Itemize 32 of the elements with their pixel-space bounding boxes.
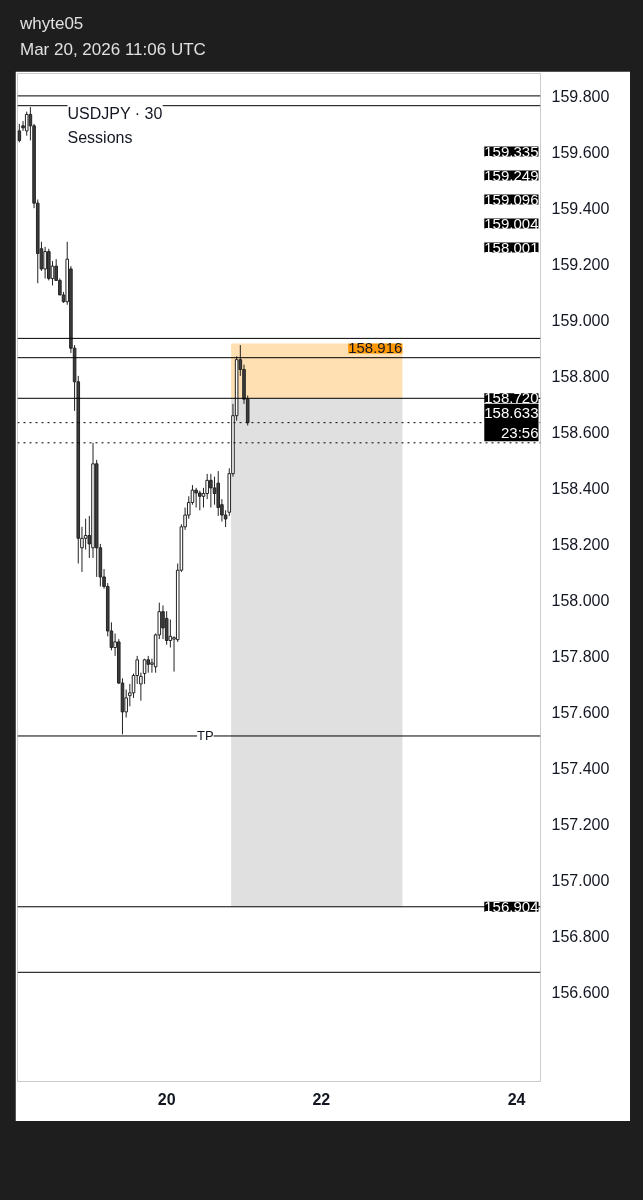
y-tick-label: 158.600: [551, 423, 610, 441]
annotation: Sessions: [67, 128, 133, 146]
x-tick-label: 22: [312, 1090, 331, 1108]
y-tick-label: 158.800: [551, 367, 610, 385]
y-tick-label: 157.600: [551, 703, 610, 721]
y-tick-label: 159.600: [551, 143, 610, 161]
annotation: USDJPY · 30: [67, 104, 163, 122]
y-tick-label: 157.400: [551, 759, 610, 777]
y-tick-label: 157.200: [551, 815, 610, 833]
y-tick-label: 159.400: [551, 199, 610, 217]
x-tick-label: 20: [157, 1090, 176, 1108]
x-tick-label: 24: [507, 1090, 526, 1108]
annotation: 159.096: [484, 190, 539, 208]
y-tick-label: 159.800: [551, 87, 610, 105]
y-tick-label: 158.000: [551, 591, 610, 609]
annotation: 159.249: [484, 166, 539, 184]
ref-line-label: 156.904: [484, 897, 539, 915]
y-tick-label: 156.800: [551, 927, 610, 945]
y-tick-label: 156.600: [551, 983, 610, 1001]
y-tick-label: 159.200: [551, 255, 610, 273]
band-label: 158.916: [348, 339, 403, 357]
chart-subtitle: Mar 20, 2026 11:06 UTC: [20, 40, 206, 59]
y-tick-label: 158.400: [551, 479, 610, 497]
annotation: 159.004: [484, 214, 539, 232]
chart-title: whyte05: [20, 14, 84, 33]
y-tick-label: 158.200: [551, 535, 610, 553]
annotation: 159.335: [484, 142, 539, 160]
y-tick-label: 159.000: [551, 311, 610, 329]
y-tick-label: 157.000: [551, 871, 610, 889]
y-tick-label: 157.800: [551, 647, 610, 665]
ref-line-label: 158.633 23:56: [484, 403, 539, 442]
annotation: 158.001: [484, 238, 539, 256]
